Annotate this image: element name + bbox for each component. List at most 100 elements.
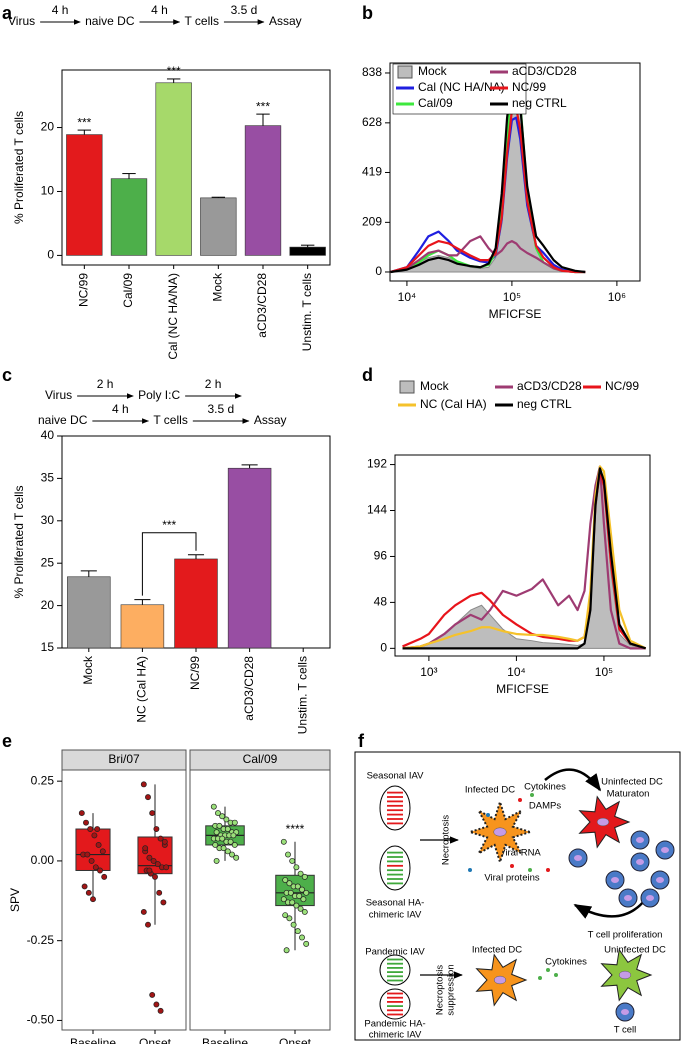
y-tick-label: 209 <box>362 215 382 229</box>
workflow-time: 2 h <box>97 377 114 391</box>
point <box>231 819 238 826</box>
y-tick-label: 419 <box>362 165 382 179</box>
x-tick-label: Mock <box>81 655 95 685</box>
y-tick-label: 15 <box>41 640 55 654</box>
significance: *** <box>162 518 176 532</box>
molecule <box>468 868 472 872</box>
point <box>154 861 161 868</box>
label: Maturaton <box>607 789 650 800</box>
point <box>99 848 106 855</box>
label: Necroptosis <box>435 965 446 1015</box>
y-tick-label: 144 <box>367 503 387 517</box>
workflow-time: 4 h <box>112 402 129 416</box>
point <box>233 854 240 861</box>
point <box>149 810 156 817</box>
legend-label: Mock <box>418 64 448 78</box>
point <box>287 889 294 896</box>
point <box>145 794 151 801</box>
point <box>97 867 103 874</box>
y-tick-label: 25 <box>41 555 55 569</box>
x-axis-title: MFICFSE <box>489 307 542 321</box>
point <box>280 838 287 845</box>
x-tick-label: Cal/09 <box>121 273 135 308</box>
point <box>140 909 147 915</box>
y-tick-label: 0 <box>380 641 387 655</box>
y-tick-label: 96 <box>374 549 388 563</box>
point <box>88 857 95 864</box>
point <box>216 822 223 829</box>
label: Uninfected DC <box>604 945 666 956</box>
point <box>84 851 91 858</box>
workflow-step: Poly I:C <box>138 388 180 402</box>
nucleus <box>661 847 669 853</box>
bar <box>120 604 165 649</box>
significance: *** <box>167 64 181 78</box>
label: Infected DC <box>465 785 515 796</box>
point <box>219 835 226 842</box>
point <box>213 829 220 836</box>
point <box>280 896 287 903</box>
x-tick-label: 10⁵ <box>595 665 613 679</box>
molecule <box>554 973 558 977</box>
y-tick-label: 48 <box>374 595 388 609</box>
point <box>285 851 291 858</box>
y-tick-label: 0.00 <box>31 853 55 867</box>
nucleus <box>618 970 632 980</box>
nucleus <box>656 877 664 883</box>
point <box>81 883 88 890</box>
arrow <box>573 899 646 919</box>
point <box>160 899 167 906</box>
label: T cell proliferation <box>588 930 663 941</box>
legend-label: aCD3/CD28 <box>517 379 582 393</box>
x-axis-title: MFICFSE <box>496 682 549 696</box>
point <box>294 883 301 890</box>
molecule <box>518 798 522 802</box>
point <box>230 832 237 839</box>
label: Uninfected DC <box>601 777 663 788</box>
facet-label: Bri/07 <box>108 752 140 766</box>
point <box>101 873 108 880</box>
panel-letter: a <box>2 3 13 23</box>
workflow-time: 4 h <box>52 3 69 17</box>
x-tick-label: Cal (NC HA/NA) <box>166 273 180 360</box>
y-tick-label: 838 <box>362 65 382 79</box>
virus <box>379 988 411 1020</box>
bar <box>289 246 326 256</box>
legend-label: neg CTRL <box>512 96 567 110</box>
label: Seasonal IAV <box>367 771 425 782</box>
workflow-time: 4 h <box>151 3 168 17</box>
point <box>286 915 293 922</box>
y-tick-label: -0.25 <box>27 933 55 947</box>
point <box>85 889 92 896</box>
x-tick-label: Onset <box>279 1036 312 1044</box>
significance-bracket <box>141 532 197 596</box>
legend-label: NC/99 <box>605 379 639 393</box>
workflow-step: Virus <box>45 388 72 402</box>
point <box>153 1001 160 1008</box>
point <box>91 832 98 839</box>
point <box>300 896 307 903</box>
significance: **** <box>286 822 305 836</box>
label: Cytokines <box>524 782 566 793</box>
point <box>289 899 296 906</box>
label: Pandemic HA- <box>364 1019 425 1030</box>
x-tick-label: 10⁵ <box>503 290 521 304</box>
x-tick-label: NC/99 <box>188 656 202 690</box>
point <box>293 864 300 871</box>
arrow <box>544 768 602 792</box>
point <box>140 781 147 788</box>
point <box>283 947 290 954</box>
point <box>212 842 219 848</box>
line <box>390 235 586 274</box>
workflow-step: naive DC <box>38 413 88 427</box>
plot-frame <box>189 769 331 1031</box>
molecule <box>546 968 550 972</box>
point <box>153 826 160 832</box>
nucleus <box>596 817 610 827</box>
point <box>219 813 226 820</box>
y-tick-label: 30 <box>41 513 55 527</box>
point <box>231 842 238 848</box>
point <box>152 873 158 880</box>
point <box>229 851 235 858</box>
